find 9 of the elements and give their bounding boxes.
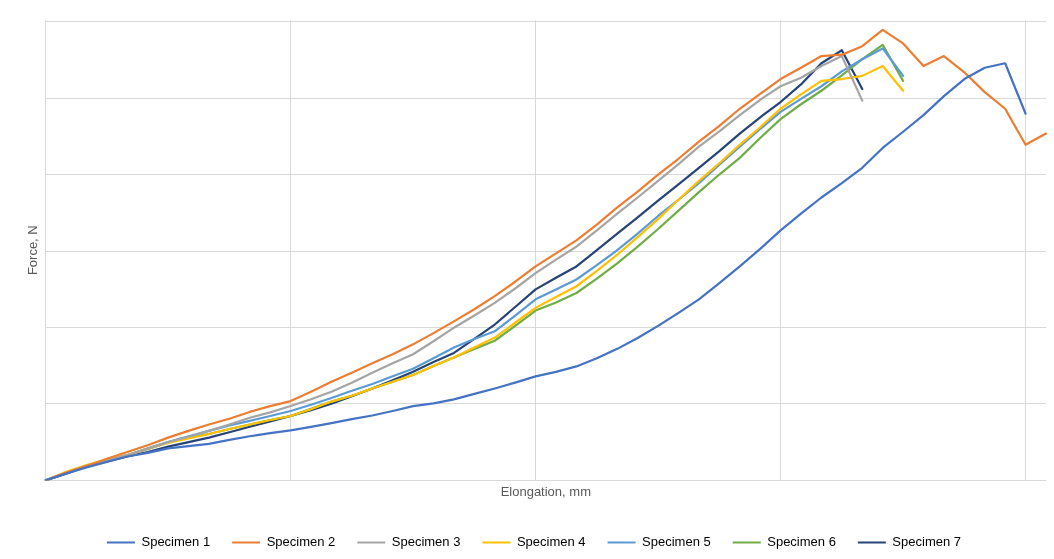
legend-label: Specimen 3: [391, 534, 461, 550]
legend-label: Specimen 5: [642, 534, 711, 550]
legend-label: Specimen 4: [516, 534, 586, 550]
x-axis-title: Elongation, mm: [500, 483, 591, 499]
legend-label: Specimen 2: [266, 534, 336, 550]
legend-label: Specimen 1: [141, 534, 211, 550]
y-axis-title: Force, N: [25, 225, 41, 276]
legend-label: Specimen 6: [767, 534, 836, 550]
legend-label: Specimen 7: [892, 534, 962, 550]
